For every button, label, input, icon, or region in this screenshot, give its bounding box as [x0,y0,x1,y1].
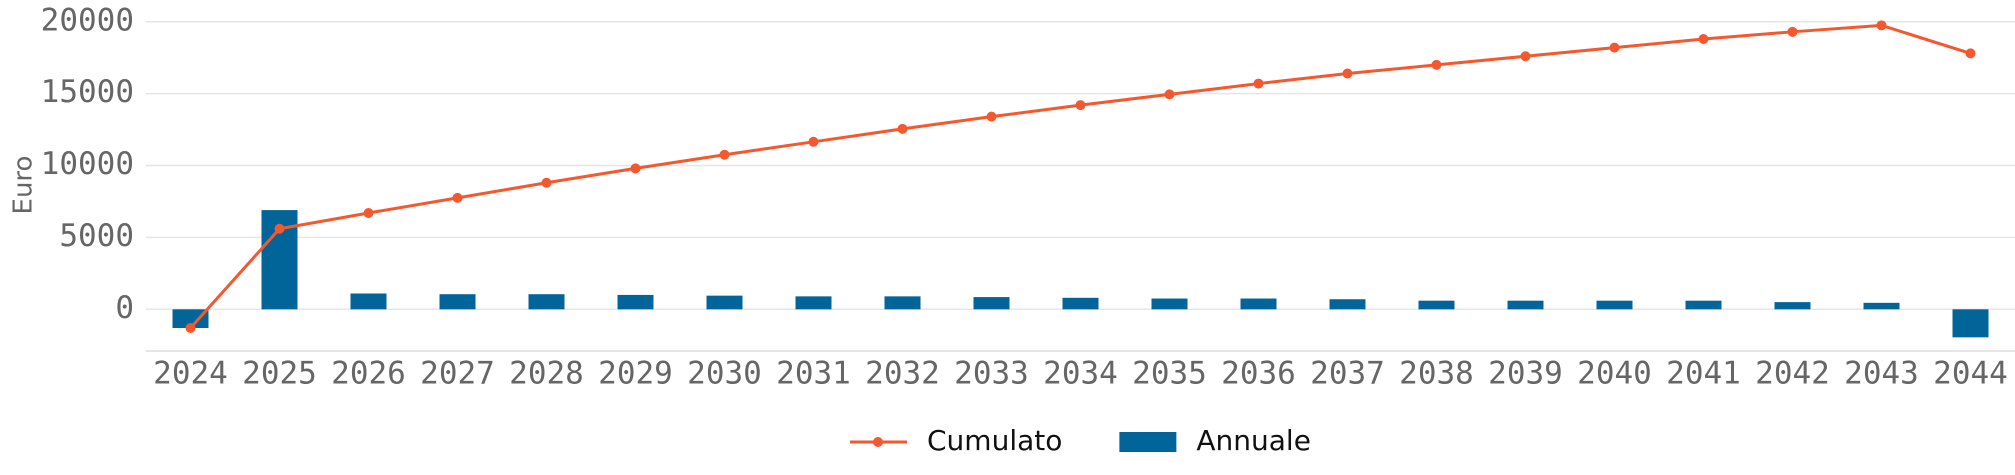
bar [350,293,387,310]
bar [973,297,1010,310]
line [189,23,1971,329]
bar [1062,297,1099,310]
x-tick-label: 2026 [331,356,406,392]
marker [274,223,285,234]
y-axis-label: Euro [9,156,39,215]
x-tick-label: 2030 [687,356,762,392]
y-tick-label: 10000 [41,146,134,182]
marker [897,123,908,134]
x-tick-label: 2039 [1488,356,1563,392]
marker [1520,51,1531,62]
bar [1507,300,1544,310]
marker [1075,100,1086,111]
legend-swatch [1119,432,1177,452]
marker [1342,68,1353,79]
x-tick-label: 2036 [1221,356,1296,392]
marker [986,111,997,122]
x-tick-label: 2025 [242,356,317,392]
bar [172,309,209,328]
bar [1418,300,1455,310]
x-tick-label: 2024 [153,356,228,392]
bar [1952,309,1989,338]
x-tick-label: 2027 [420,356,495,392]
x-tick-label: 2038 [1399,356,1474,392]
x-tick-label: 2040 [1577,356,1652,392]
marker [363,207,374,218]
bar [706,295,743,310]
marker [1431,59,1442,70]
bar [1863,302,1900,310]
marker [452,192,463,203]
bar [1685,300,1722,310]
bar [1240,298,1277,310]
marker [1787,26,1798,37]
y-tick-label: 0 [115,290,134,326]
x-tick-label: 2042 [1755,356,1830,392]
marker [1609,42,1620,53]
bar [617,294,654,310]
x-tick-label: 2044 [1933,356,2008,392]
legend-label: Cumulato [927,424,1062,457]
marker [1253,78,1264,89]
x-tick-label: 2035 [1132,356,1207,392]
x-tick-label: 2041 [1666,356,1741,392]
x-tick-label: 2028 [509,356,584,392]
marker [808,136,819,147]
x-tick-label: 2029 [598,356,673,392]
bar [1774,302,1811,310]
marker [719,149,730,160]
bar [795,296,832,310]
y-tick-label: 15000 [41,74,134,110]
x-tick-label: 2037 [1310,356,1385,392]
marker [1876,20,1887,31]
x-tick-label: 2033 [954,356,1029,392]
bar [884,296,921,310]
marker [1164,89,1175,100]
y-tick-label: 5000 [59,218,134,254]
legend-marker [873,437,883,447]
bar [528,294,565,310]
bar [1596,300,1633,310]
x-tick-label: 2043 [1844,356,1919,392]
marker [1698,34,1709,45]
marker [541,177,552,188]
x-tick-label: 2034 [1043,356,1118,392]
marker [185,322,196,333]
x-tick-label: 2032 [865,356,940,392]
marker [630,163,641,174]
x-tick-label: 2031 [776,356,851,392]
bar [439,294,476,310]
marker [1965,48,1976,59]
y-tick-label: 20000 [41,2,134,38]
bar [1329,299,1366,310]
bar [1151,298,1188,310]
legend-label: Annuale [1196,424,1311,457]
